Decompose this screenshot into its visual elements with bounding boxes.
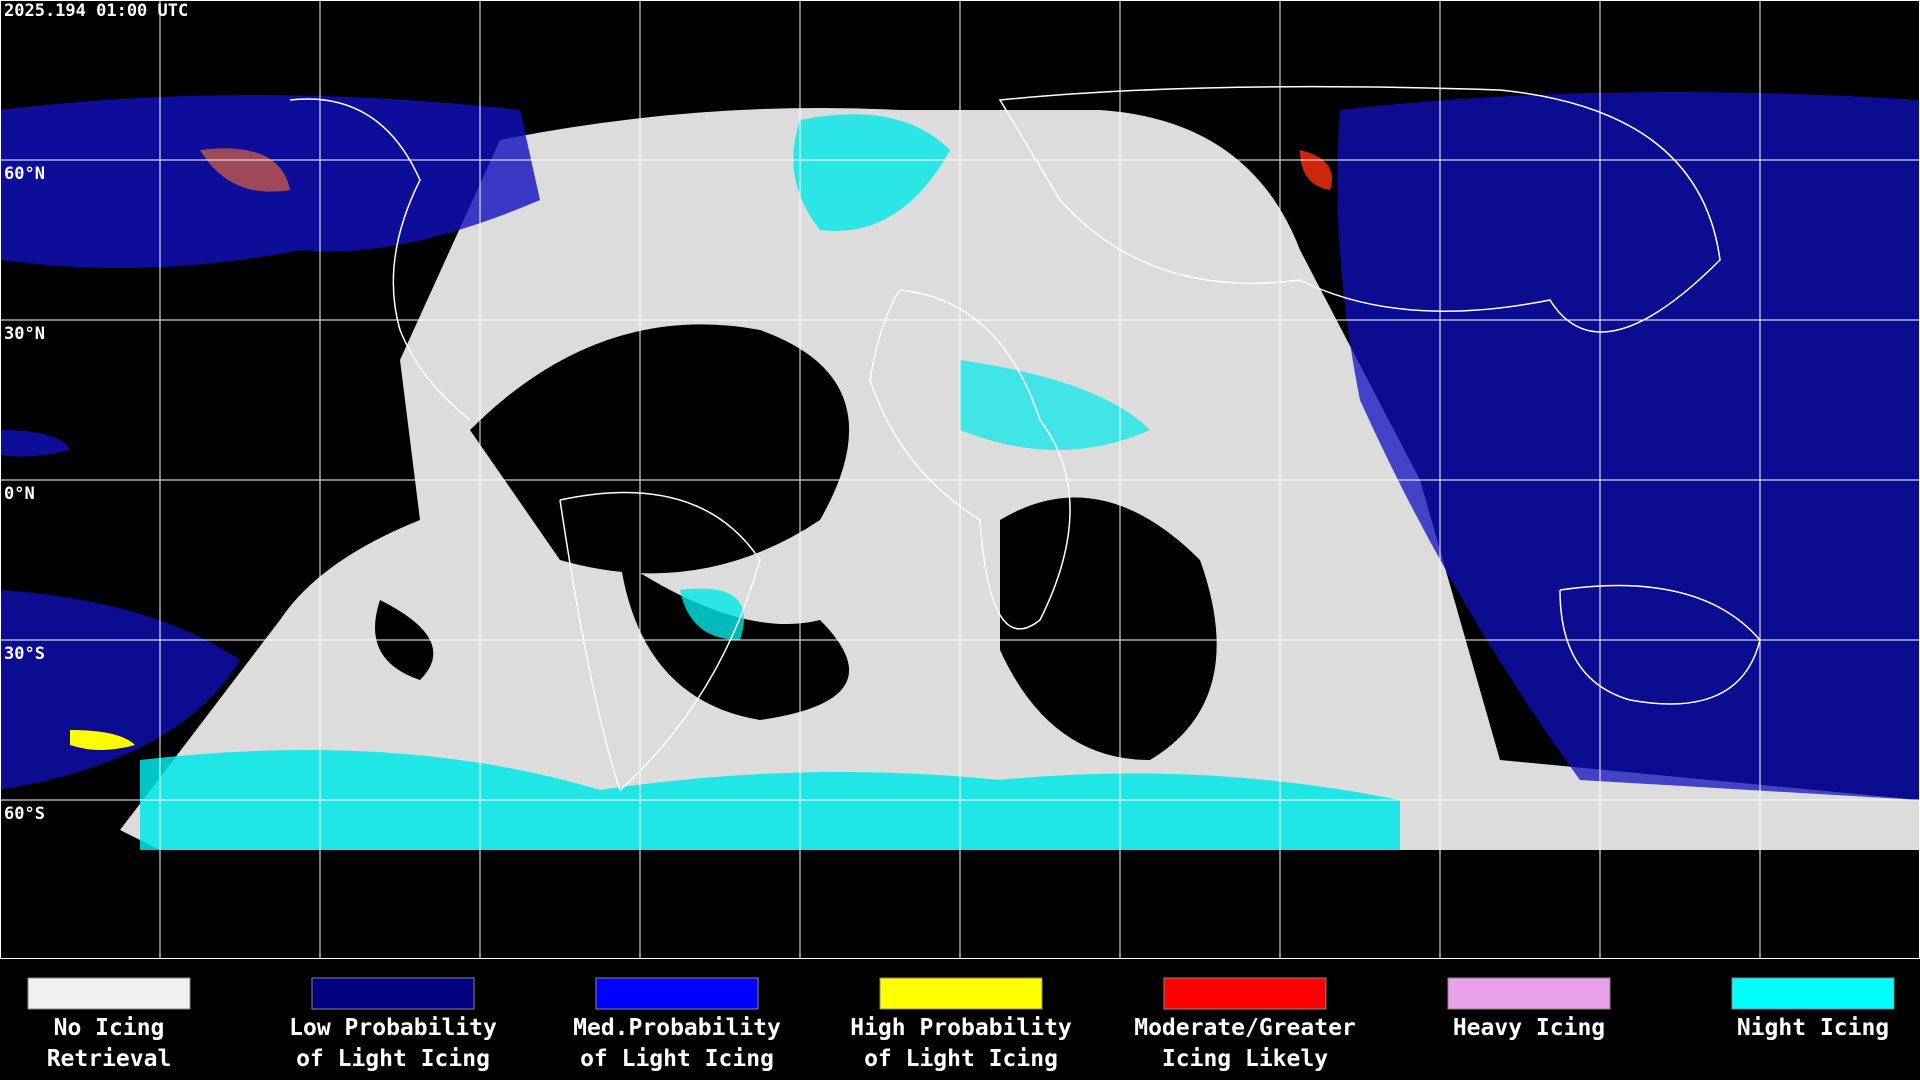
legend-label: Icing Likely bbox=[1162, 1046, 1328, 1072]
legend-swatch bbox=[1731, 977, 1895, 1010]
legend-label: Night Icing bbox=[1737, 1015, 1889, 1041]
latitude-label: 60°S bbox=[4, 804, 45, 824]
legend-label: No Icing bbox=[54, 1015, 165, 1041]
legend-swatch bbox=[1163, 977, 1327, 1010]
legend-swatch bbox=[1447, 977, 1611, 1010]
night-icing-area bbox=[793, 114, 950, 231]
legend: No Icing Retrieval Low Probability of Light… bbox=[27, 977, 1895, 1072]
latitude-label: 0°N bbox=[4, 484, 35, 504]
legend-label: Med.Probability bbox=[573, 1015, 781, 1041]
legend-label: Moderate/Greater bbox=[1134, 1015, 1356, 1041]
moderate-icing-area bbox=[200, 148, 290, 192]
clear-area bbox=[1000, 497, 1217, 760]
legend-swatch bbox=[311, 977, 475, 1010]
latitude-label: 30°S bbox=[4, 644, 45, 664]
legend-swatch bbox=[595, 977, 759, 1010]
icing-probability-area bbox=[1337, 92, 1920, 800]
night-icing-area bbox=[960, 360, 1150, 450]
legend-label: Low Probability bbox=[289, 1015, 497, 1041]
legend-label: Retrieval bbox=[47, 1046, 172, 1072]
night-icing-area bbox=[680, 588, 744, 640]
latitude-labels: 60°N 30°N 0°N 30°S 60°S bbox=[4, 164, 45, 824]
timestamp: 2025.194 01:00 UTC bbox=[4, 1, 188, 21]
legend-label: High Probability bbox=[850, 1015, 1072, 1041]
clear-area bbox=[470, 324, 850, 574]
high-probability-area bbox=[70, 730, 135, 750]
icing-probability-area bbox=[0, 430, 70, 457]
legend-label: of Light Icing bbox=[580, 1046, 774, 1072]
graticule bbox=[0, 0, 1920, 959]
map: 2025.194 01:00 UTC 60°N 30°N 0°N 30°S 60°S bbox=[0, 0, 1920, 959]
legend-swatch bbox=[27, 977, 191, 1010]
latitude-label: 30°N bbox=[4, 324, 45, 344]
no-icing-area bbox=[120, 108, 1920, 850]
latitude-label: 60°N bbox=[4, 164, 45, 184]
coastline bbox=[289, 85, 1761, 792]
legend-label: Heavy Icing bbox=[1453, 1015, 1605, 1041]
legend-swatch bbox=[879, 977, 1043, 1010]
legend-label: of Light Icing bbox=[296, 1046, 490, 1072]
legend-label: of Light Icing bbox=[864, 1046, 1058, 1072]
